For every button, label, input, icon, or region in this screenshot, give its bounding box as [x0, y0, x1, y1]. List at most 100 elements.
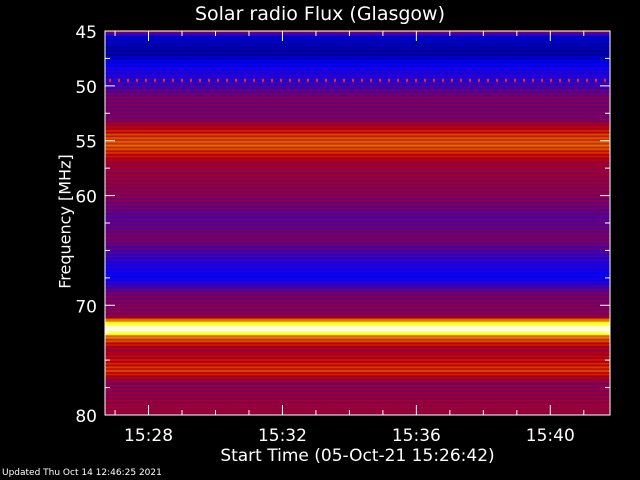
- heatmap-row: [105, 173, 610, 175]
- heatmap-row: [105, 300, 610, 302]
- interference-dot: [262, 78, 264, 82]
- y-tick-label: 70: [75, 297, 97, 317]
- interference-dot: [154, 78, 156, 82]
- heatmap-row: [105, 199, 610, 201]
- heatmap-row: [105, 190, 610, 192]
- interference-dot: [226, 78, 228, 82]
- heatmap-row: [105, 157, 610, 159]
- x-tick-label: 15:32: [258, 426, 307, 446]
- interference-dot: [334, 78, 336, 82]
- interference-dot: [469, 78, 471, 82]
- heatmap-row: [105, 342, 610, 344]
- heatmap-row: [105, 305, 610, 307]
- heatmap-row: [105, 277, 610, 279]
- heatmap-row: [105, 202, 610, 204]
- heatmap-row: [105, 296, 610, 298]
- heatmap-row: [105, 140, 610, 142]
- heatmap-row: [105, 37, 610, 39]
- heatmap-row: [105, 208, 610, 210]
- heatmap-row: [105, 368, 610, 370]
- heatmap-row: [105, 127, 610, 129]
- interference-dot: [352, 78, 354, 82]
- heatmap-row: [105, 189, 610, 191]
- heatmap-row: [105, 84, 610, 86]
- heatmap-row: [105, 394, 610, 396]
- heatmap-row: [105, 79, 610, 81]
- heatmap-row: [105, 261, 610, 263]
- heatmap-row: [105, 353, 610, 355]
- heatmap-row: [105, 164, 610, 166]
- heatmap-row: [105, 66, 610, 68]
- heatmap-row: [105, 343, 610, 345]
- heatmap-row: [105, 94, 610, 96]
- heatmap-row: [105, 387, 610, 389]
- heatmap-row: [105, 31, 610, 33]
- heatmap-row: [105, 345, 610, 347]
- heatmap-row: [105, 54, 610, 56]
- heatmap-row: [105, 138, 610, 140]
- heatmap-row: [105, 217, 610, 219]
- heatmap-row: [105, 372, 610, 374]
- heatmap-row: [105, 177, 610, 179]
- heatmap-row: [105, 153, 610, 155]
- heatmap-row: [105, 154, 610, 156]
- heatmap-row: [105, 89, 610, 91]
- heatmap-row: [105, 362, 610, 364]
- heatmap-row: [105, 159, 610, 161]
- heatmap-row: [105, 83, 610, 85]
- heatmap-row: [105, 396, 610, 398]
- heatmap-row: [105, 351, 610, 353]
- heatmap-row: [105, 158, 610, 160]
- heatmap-row: [105, 148, 610, 150]
- heatmap-row: [105, 262, 610, 264]
- heatmap-row: [105, 385, 610, 387]
- heatmap-row: [105, 128, 610, 130]
- heatmap-row: [105, 287, 610, 289]
- heatmap-row: [105, 412, 610, 414]
- heatmap-row: [105, 267, 610, 269]
- heatmap-row: [105, 225, 610, 227]
- heatmap-row: [105, 203, 610, 205]
- heatmap-row: [105, 256, 610, 258]
- interference-dot: [478, 78, 480, 82]
- heatmap-row: [105, 280, 610, 282]
- heatmap-row: [105, 109, 610, 111]
- heatmap-row: [105, 44, 610, 46]
- heatmap-row: [105, 130, 610, 132]
- heatmap-row: [105, 186, 610, 188]
- x-tick-label: 15:40: [526, 426, 575, 446]
- heatmap-row: [105, 155, 610, 157]
- heatmap-row: [105, 167, 610, 169]
- heatmap-row: [105, 318, 610, 320]
- heatmap-row: [105, 116, 610, 118]
- heatmap-row: [105, 112, 610, 114]
- heatmap-row: [105, 238, 610, 240]
- heatmap-row: [105, 231, 610, 233]
- heatmap-row: [105, 68, 610, 70]
- heatmap-row: [105, 291, 610, 293]
- heatmap-row: [105, 292, 610, 294]
- heatmap-row: [105, 344, 610, 346]
- heatmap-row: [105, 110, 610, 112]
- heatmap-row: [105, 289, 610, 291]
- heatmap-row: [105, 302, 610, 304]
- heatmap-row: [105, 114, 610, 116]
- heatmap-row: [105, 103, 610, 105]
- heatmap-row: [105, 355, 610, 357]
- heatmap-row: [105, 265, 610, 267]
- heatmap-row: [105, 156, 610, 158]
- heatmap-row: [105, 341, 610, 343]
- heatmap-row: [105, 317, 610, 319]
- heatmap-row: [105, 298, 610, 300]
- heatmap-row: [105, 51, 610, 53]
- heatmap-row: [105, 95, 610, 97]
- interference-dot: [235, 78, 237, 82]
- heatmap-row: [105, 59, 610, 61]
- heatmap-row: [105, 105, 610, 107]
- heatmap-row: [105, 118, 610, 120]
- heatmap-row: [105, 326, 610, 328]
- heatmap-row: [105, 315, 610, 317]
- heatmap-row: [105, 295, 610, 297]
- heatmap-row: [105, 247, 610, 249]
- heatmap-row: [105, 373, 610, 375]
